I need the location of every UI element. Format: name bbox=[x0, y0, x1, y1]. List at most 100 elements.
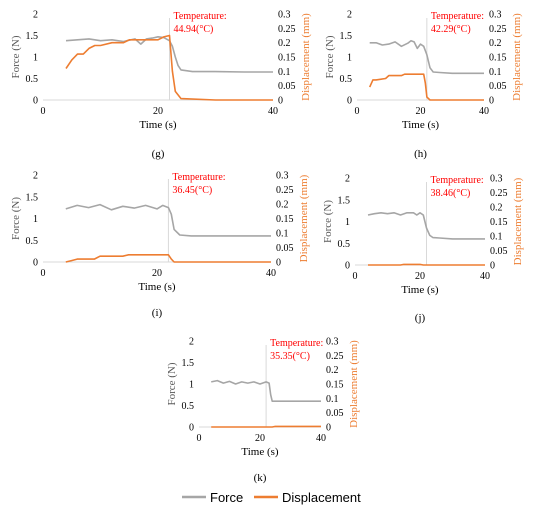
y-tick-label: 0.5 bbox=[26, 74, 39, 85]
y2-axis-title: Displacement (mm) bbox=[298, 174, 310, 262]
y2-axis-title: Displacement (mm) bbox=[300, 13, 312, 101]
legend: Force Displacement bbox=[182, 490, 361, 505]
panel-caption: (k) bbox=[254, 472, 267, 484]
y-axis-title: Force (N) bbox=[324, 35, 336, 78]
y-tick-label: 2 bbox=[33, 10, 38, 21]
temperature-value: 42.29(°C) bbox=[431, 24, 471, 35]
temperature-label: Temperature: bbox=[270, 338, 323, 349]
x-tick-label: 20 bbox=[153, 106, 163, 117]
x-tick-label: 0 bbox=[355, 106, 360, 117]
x-axis-title: Time (s) bbox=[138, 281, 176, 293]
x-tick-label: 40 bbox=[480, 271, 490, 282]
x-tick-label: 40 bbox=[316, 433, 326, 444]
y2-tick-label: 0.25 bbox=[490, 188, 508, 199]
y-tick-label: 0 bbox=[347, 96, 352, 107]
y2-tick-label: 0 bbox=[326, 423, 331, 434]
y-tick-label: 1.5 bbox=[182, 358, 195, 369]
temperature-value: 35.35(°C) bbox=[270, 351, 310, 362]
y2-tick-label: 0.05 bbox=[276, 243, 294, 254]
y-tick-label: 0.5 bbox=[26, 236, 39, 247]
y2-tick-label: 0.15 bbox=[489, 53, 507, 64]
y2-tick-label: 0.3 bbox=[326, 337, 339, 348]
displacement-series-line bbox=[368, 73, 484, 101]
x-tick-label: 0 bbox=[197, 433, 202, 444]
y2-tick-label: 0.15 bbox=[326, 380, 344, 391]
legend-displacement-label: Displacement bbox=[282, 490, 361, 505]
y-tick-label: 0.5 bbox=[182, 401, 195, 412]
y-tick-label: 1 bbox=[345, 217, 350, 228]
y-axis-title: Force (N) bbox=[166, 362, 178, 405]
y-tick-label: 1 bbox=[33, 53, 38, 64]
y2-tick-label: 0.05 bbox=[278, 81, 296, 92]
y2-tick-label: 0 bbox=[276, 258, 281, 269]
y-axis-title: Force (N) bbox=[10, 197, 22, 240]
y2-tick-label: 0.1 bbox=[276, 229, 289, 240]
x-tick-label: 0 bbox=[41, 268, 46, 279]
force-series-line bbox=[65, 203, 271, 237]
y-tick-label: 1.5 bbox=[340, 31, 353, 42]
y-tick-label: 0 bbox=[345, 261, 350, 272]
temperature-label: Temperature: bbox=[174, 11, 227, 22]
y2-tick-label: 0.1 bbox=[490, 232, 503, 243]
x-tick-label: 40 bbox=[268, 106, 278, 117]
x-tick-label: 20 bbox=[416, 106, 426, 117]
x-tick-label: 20 bbox=[415, 271, 425, 282]
y-axis-title: Force (N) bbox=[10, 35, 22, 78]
y2-tick-label: 0.3 bbox=[278, 10, 291, 21]
y2-tick-label: 0.1 bbox=[278, 67, 291, 78]
y2-tick-label: 0.05 bbox=[489, 81, 507, 92]
panel-caption: (g) bbox=[152, 148, 165, 160]
y2-axis-title: Displacement (mm) bbox=[348, 340, 360, 428]
y2-tick-label: 0.2 bbox=[489, 38, 502, 49]
x-tick-label: 0 bbox=[353, 271, 358, 282]
y2-tick-label: 0 bbox=[489, 96, 494, 107]
y2-tick-label: 0.05 bbox=[490, 246, 508, 257]
y2-tick-label: 0.25 bbox=[278, 24, 296, 35]
y2-tick-label: 0.2 bbox=[326, 365, 339, 376]
y2-tick-label: 0.05 bbox=[326, 408, 344, 419]
x-tick-label: 40 bbox=[479, 106, 489, 117]
y-tick-label: 1.5 bbox=[26, 192, 39, 203]
temperature-label: Temperature: bbox=[172, 172, 225, 183]
y-tick-label: 2 bbox=[345, 174, 350, 185]
y-tick-label: 1 bbox=[189, 380, 194, 391]
y-tick-label: 1.5 bbox=[26, 31, 39, 42]
temperature-label: Temperature: bbox=[431, 175, 484, 186]
panel-caption: (h) bbox=[414, 148, 427, 160]
y-tick-label: 2 bbox=[33, 171, 38, 182]
x-axis-title: Time (s) bbox=[401, 284, 439, 296]
panel-caption: (i) bbox=[152, 307, 163, 319]
y2-tick-label: 0.25 bbox=[276, 185, 294, 196]
y-tick-label: 0.5 bbox=[338, 239, 351, 250]
y2-tick-label: 0.2 bbox=[490, 203, 503, 214]
y2-tick-label: 0 bbox=[278, 96, 283, 107]
displacement-series-line bbox=[65, 34, 273, 101]
y2-tick-label: 0.3 bbox=[276, 171, 289, 182]
y-tick-label: 0 bbox=[33, 96, 38, 107]
x-axis-title: Time (s) bbox=[139, 119, 177, 131]
y-tick-label: 0 bbox=[33, 258, 38, 269]
x-axis-title: Time (s) bbox=[241, 446, 279, 458]
y2-tick-label: 0.15 bbox=[278, 53, 296, 64]
displacement-series-line bbox=[65, 254, 271, 263]
y2-axis-title: Displacement (mm) bbox=[512, 177, 524, 265]
y2-tick-label: 0.1 bbox=[326, 394, 339, 405]
y2-tick-label: 0.1 bbox=[489, 67, 502, 78]
y-tick-label: 0.5 bbox=[340, 74, 353, 85]
temperature-value: 38.46(°C) bbox=[431, 188, 471, 199]
y2-tick-label: 0.25 bbox=[326, 351, 344, 362]
y2-tick-label: 0.15 bbox=[276, 214, 294, 225]
x-tick-label: 20 bbox=[255, 433, 265, 444]
y2-tick-label: 0.3 bbox=[489, 10, 502, 21]
displacement-series-line bbox=[211, 425, 321, 428]
x-tick-label: 20 bbox=[152, 268, 162, 279]
y-tick-label: 1 bbox=[33, 214, 38, 225]
temperature-value: 44.94(°C) bbox=[174, 24, 214, 35]
y2-tick-label: 0.15 bbox=[490, 217, 508, 228]
